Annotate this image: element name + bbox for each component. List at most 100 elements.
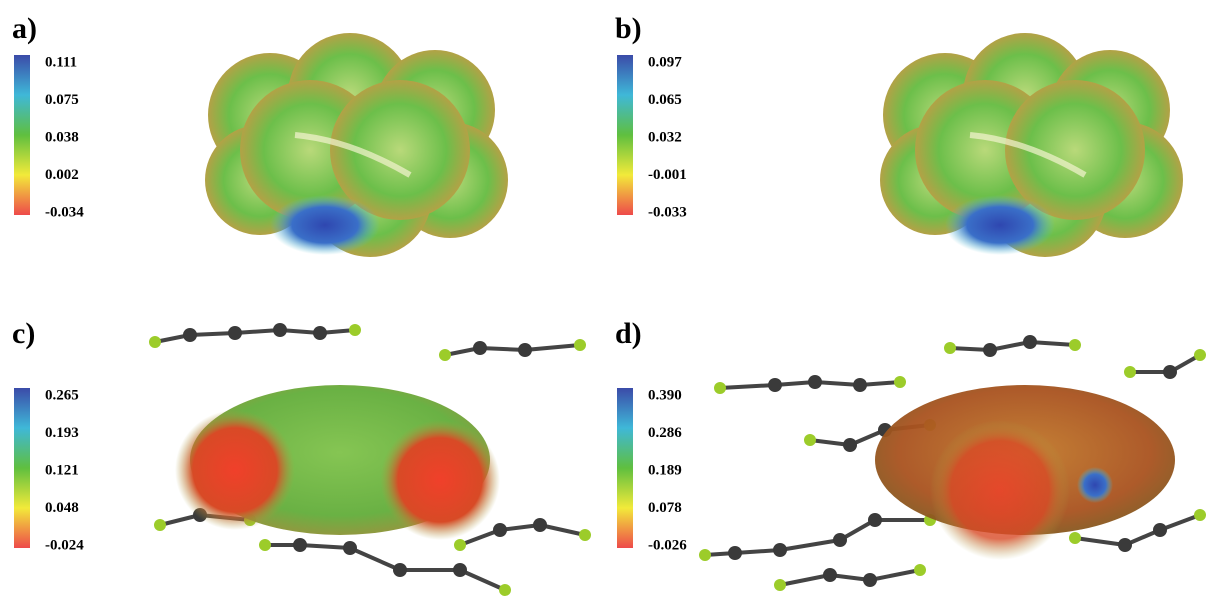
bond (460, 570, 505, 590)
atom (1124, 366, 1136, 378)
color-bar-tick-label: -0.033 (648, 204, 687, 220)
atom (773, 543, 787, 557)
color-bar (14, 388, 30, 548)
color-bar-tick-label: -0.026 (648, 537, 687, 553)
atom (894, 376, 906, 388)
atom (868, 513, 882, 527)
molecule-surface (205, 33, 508, 257)
atom (293, 538, 307, 552)
atom (518, 343, 532, 357)
atom (499, 584, 511, 596)
bond (300, 545, 350, 548)
bond (350, 548, 400, 570)
atom (1163, 365, 1177, 379)
atom (1069, 339, 1081, 351)
bond (780, 575, 830, 585)
bond (720, 385, 775, 388)
atom (313, 326, 327, 340)
atom (453, 563, 467, 577)
color-bar-tick-label: 0.032 (648, 129, 682, 145)
surface-region (175, 410, 295, 530)
atom (808, 375, 822, 389)
color-bar-tick-label: 0.286 (648, 425, 682, 441)
atom (914, 564, 926, 576)
surface-region (270, 195, 380, 255)
atom (699, 549, 711, 561)
color-bar (14, 55, 30, 215)
color-bar-tick-label: 0.121 (45, 462, 79, 478)
color-bar-tick-label: 0.189 (648, 462, 682, 478)
atom (439, 349, 451, 361)
atom (983, 343, 997, 357)
atom (804, 434, 816, 446)
bond (780, 540, 840, 550)
atom (149, 336, 161, 348)
surface-region (1077, 467, 1113, 503)
atom (533, 518, 547, 532)
atom (273, 323, 287, 337)
atom (393, 563, 407, 577)
atom (714, 382, 726, 394)
atom (853, 378, 867, 392)
panel: d) 0.390 0.286 0.189 0.078 -0.026 (615, 317, 1206, 591)
color-bar-tick-label: 0.075 (45, 92, 79, 108)
atom (349, 324, 361, 336)
atom (1069, 532, 1081, 544)
bond (1075, 538, 1125, 545)
panel-label: d) (615, 317, 642, 350)
color-bar-tick-label: 0.193 (45, 425, 79, 441)
surface-region (380, 420, 500, 540)
color-bar-tick-label: 0.002 (45, 167, 79, 183)
color-bar-tick-label: 0.078 (648, 500, 682, 516)
color-bar-tick-label: -0.024 (45, 537, 84, 553)
atom (493, 523, 507, 537)
atom (833, 533, 847, 547)
molecule-surface (149, 323, 591, 596)
panel-label: b) (615, 12, 642, 45)
surface-region (945, 195, 1055, 255)
color-bar (617, 388, 633, 548)
atom (843, 438, 857, 452)
molecule-surface (699, 335, 1206, 591)
atom (1153, 523, 1167, 537)
color-bar-tick-label: 0.265 (45, 387, 79, 403)
bond (870, 570, 920, 580)
molecule-surface (880, 33, 1183, 257)
atom (944, 342, 956, 354)
atom (1023, 335, 1037, 349)
atom (774, 579, 786, 591)
color-bar-tick-label: 0.390 (648, 387, 682, 403)
color-bar-tick-label: -0.001 (648, 167, 687, 183)
color-bar-tick-label: 0.038 (45, 129, 79, 145)
atom (1118, 538, 1132, 552)
atom (259, 539, 271, 551)
atom (768, 378, 782, 392)
bond (525, 345, 580, 350)
atom (574, 339, 586, 351)
surface-region (930, 420, 1070, 560)
atom (579, 529, 591, 541)
atom (823, 568, 837, 582)
panel: b) 0.097 0.065 0.032 -0.001 -0.033 (615, 12, 1183, 257)
atom (1194, 349, 1206, 361)
atom (154, 519, 166, 531)
color-bar-tick-label: 0.048 (45, 500, 79, 516)
panel-label: c) (12, 317, 35, 350)
atom (473, 341, 487, 355)
color-bar (617, 55, 633, 215)
atom (728, 546, 742, 560)
atom (228, 326, 242, 340)
panel: c) 0.265 0.193 0.121 0.048 -0.024 (12, 317, 591, 596)
atom (1194, 509, 1206, 521)
color-bar-tick-label: 0.097 (648, 54, 682, 70)
atom (863, 573, 877, 587)
panel: a) 0.111 0.075 0.038 0.002 -0.034 (12, 12, 508, 257)
color-bar-tick-label: 0.111 (45, 54, 77, 70)
panel-label: a) (12, 12, 37, 45)
color-bar-tick-label: 0.065 (648, 92, 682, 108)
figure: a) 0.111 0.075 0.038 0.002 -0.034 b) 0.097 0.065… (0, 0, 1213, 600)
color-bar-tick-label: -0.034 (45, 204, 84, 220)
atom (454, 539, 466, 551)
atom (343, 541, 357, 555)
atom (183, 328, 197, 342)
